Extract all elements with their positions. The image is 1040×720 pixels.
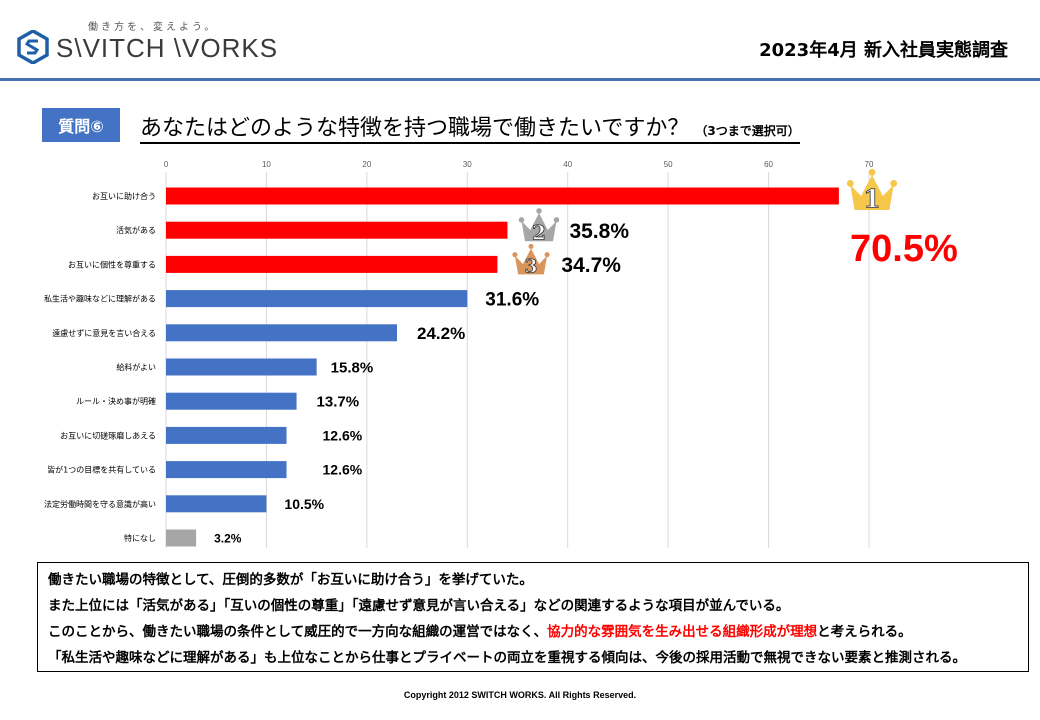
- bar: [166, 392, 297, 410]
- x-tick-label: 10: [262, 160, 271, 169]
- x-tick-label: 20: [362, 160, 371, 169]
- x-tick-label: 70: [865, 160, 874, 169]
- bar: [166, 358, 317, 376]
- category-label: 特になし: [124, 533, 156, 543]
- crown-jewel: [868, 168, 876, 176]
- header: 働き方を、変えよう。 S\VITCH \VORKS 2023年4月 新入社員実態…: [0, 0, 1040, 81]
- data-label: 12.6%: [323, 427, 363, 443]
- data-label: 10.5%: [284, 496, 324, 512]
- bar: [166, 461, 287, 479]
- header-divider: [0, 78, 1040, 81]
- x-tick-label: 40: [563, 160, 572, 169]
- summary-line-3-post: と考えられる。: [817, 624, 912, 640]
- crown-jewel: [544, 252, 550, 258]
- crown-jewel: [846, 180, 854, 187]
- crown-shape: [850, 175, 894, 210]
- category-label: お互いに切磋琢磨しあえる: [60, 430, 156, 440]
- crown-rank-number: 1: [863, 185, 880, 214]
- summary-box: 働きたい職場の特徴として、圧倒的多数が「お互いに助け合う」を挙げていた。 また上…: [37, 562, 1029, 672]
- data-label: 24.2%: [417, 324, 465, 343]
- question-badge: 質問⑥: [42, 108, 120, 142]
- crown-silver-icon: 2: [518, 208, 560, 245]
- category-label: 遠慮せずに意見を言い合える: [52, 328, 156, 338]
- summary-line-3-pre: このことから、働きたい職場の条件として威圧的で一方向な組織の運営ではなく、: [48, 624, 548, 640]
- crown-shape: [514, 248, 548, 275]
- x-tick-label: 50: [664, 160, 673, 169]
- summary-line-3: このことから、働きたい職場の条件として威圧的で一方向な組織の運営ではなく、協力的…: [48, 619, 1018, 645]
- copyright: Copyright 2012 SWITCH WORKS. All Rights …: [403, 690, 637, 700]
- crown-jewel: [890, 180, 898, 187]
- bar: [166, 221, 508, 239]
- question-note: （3つまで選択可）: [695, 124, 800, 138]
- summary-line-4: 「私生活や趣味などに理解がある」も上位なことから仕事とプライベートの両立を重視す…: [48, 650, 966, 666]
- crown-bronze-icon: 3: [512, 243, 550, 278]
- category-label: 私生活や趣味などに理解がある: [44, 294, 156, 304]
- crown-jewel: [553, 217, 560, 223]
- bar: [166, 255, 498, 273]
- crown-gold-icon: 1: [846, 168, 898, 214]
- category-label: お互いに個性を尊重する: [68, 259, 156, 269]
- category-label: ルール・決め事が明確: [76, 396, 156, 406]
- tagline: 働き方を、変えよう。: [88, 22, 218, 33]
- summary-line-1: 働きたい職場の特徴として、圧倒的多数が「お互いに助け合う」を挙げていた。: [48, 572, 533, 588]
- x-tick-label: 0: [164, 160, 169, 169]
- bar: [166, 426, 287, 444]
- category-label: 活気がある: [116, 225, 156, 235]
- logo-icon: [17, 30, 49, 64]
- bar: [166, 495, 267, 513]
- crown-shape: [521, 213, 557, 242]
- x-tick-label: 30: [463, 160, 472, 169]
- bar-chart: 0 10 20 30 40 50 60 70 お互いに助け合う 70.5% 活気がある 35.8% お互…: [44, 160, 958, 548]
- bar: [166, 290, 468, 308]
- bar: [166, 529, 197, 547]
- data-label: 70.5%: [850, 228, 958, 270]
- question-text: あなたはどのような特徴を持つ職場で働きたいですか？: [140, 116, 690, 141]
- crown-rank-number: 2: [532, 220, 546, 244]
- crown-rank-number: 3: [525, 257, 538, 278]
- crown-jewel: [536, 208, 542, 214]
- data-label: 12.6%: [323, 462, 363, 478]
- summary-line-2: また上位には「活気がある」「互いの個性の尊重」「遠慮せず意見が言い合える」などの…: [48, 598, 790, 614]
- bar: [166, 324, 397, 342]
- data-label: 3.2%: [214, 531, 242, 545]
- data-label: 34.7%: [561, 254, 621, 277]
- x-tick-label: 60: [764, 160, 773, 169]
- data-label: 35.8%: [569, 220, 629, 243]
- crown-jewel: [518, 217, 525, 223]
- question-title: あなたはどのような特徴を持つ職場で働きたいですか？ （3つまで選択可）: [140, 110, 800, 144]
- category-label: お互いに助け合う: [92, 191, 156, 201]
- data-label: 13.7%: [317, 394, 360, 411]
- report-title: 2023年4月 新入社員実態調査: [759, 40, 1008, 61]
- crown-jewel: [528, 243, 534, 249]
- bar: [166, 187, 839, 205]
- summary-highlight: 協力的な雰囲気を生み出せる組織形成が理想: [547, 624, 818, 640]
- logo-text: S\VITCH \VORKS: [56, 33, 279, 63]
- data-label: 31.6%: [485, 289, 539, 310]
- category-label: 給料がよい: [116, 362, 156, 372]
- crown-jewel: [512, 252, 518, 258]
- category-label: 皆が1つの目標を共有している: [47, 465, 156, 475]
- category-label: 法定労働時間を守る意識が高い: [44, 499, 156, 509]
- data-label: 15.8%: [331, 359, 374, 376]
